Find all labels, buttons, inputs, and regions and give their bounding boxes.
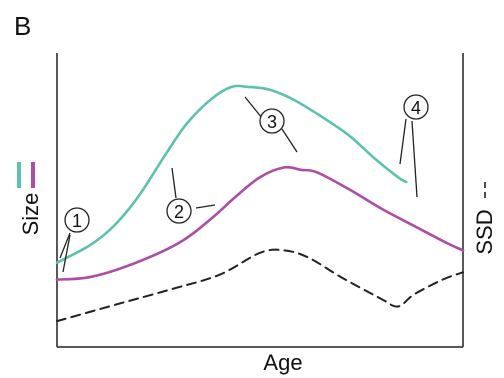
annotation-1: 1	[64, 207, 90, 233]
series-line-teal	[55, 84, 408, 264]
annotation-4-label: 4	[411, 98, 421, 118]
series-layer	[55, 84, 465, 323]
series-line-dashed	[56, 248, 464, 323]
panel-label: B	[14, 11, 31, 41]
annotation-1-label: 1	[72, 211, 82, 231]
annotation-3-label: 3	[267, 112, 277, 132]
x-axis-label: Age	[263, 350, 302, 375]
annotation-leaders	[59, 96, 418, 273]
annotation-2-label: 2	[174, 202, 184, 222]
series-line-magenta	[55, 165, 465, 281]
annotation-4: 4	[403, 94, 429, 120]
y-axis-label-right: SSD	[472, 209, 497, 254]
annotation-3: 3	[259, 108, 285, 134]
legend-swatch-teal	[17, 162, 21, 188]
annotation-2: 2	[166, 198, 192, 224]
legend-swatch-magenta	[31, 162, 35, 188]
y-axis-label-left: Size	[18, 193, 43, 236]
